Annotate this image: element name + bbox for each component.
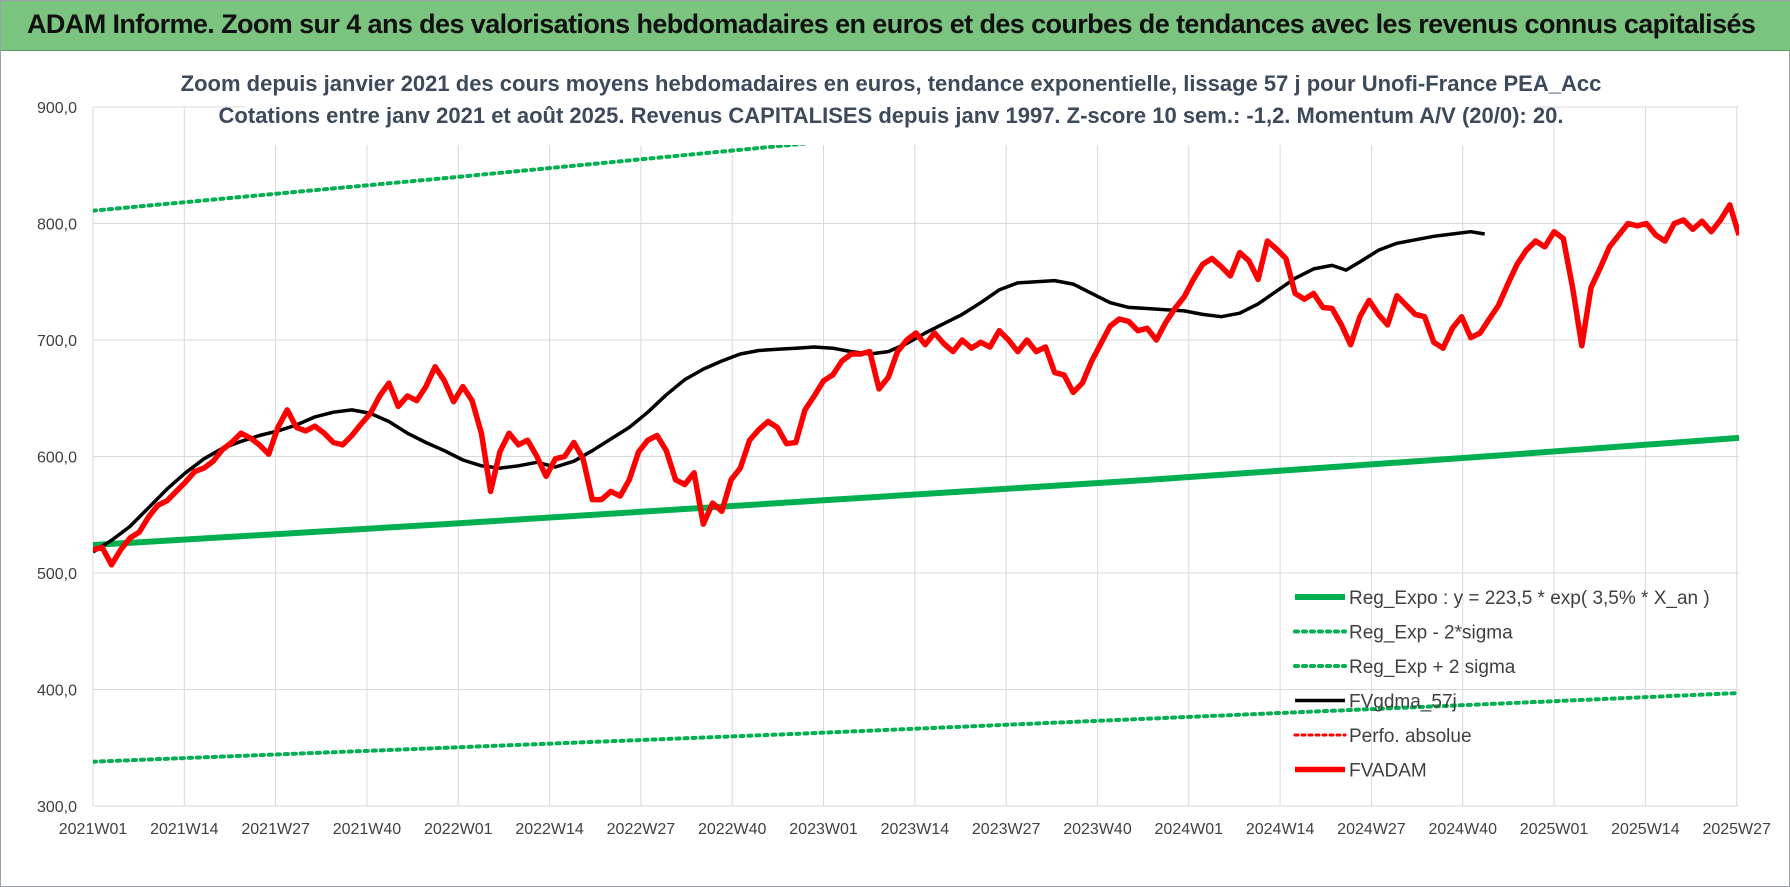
y-tick-label: 300,0 [37, 799, 77, 816]
y-axis-ticks: 300,0 400,0 500,0 600,0 700,0 800,0 900,0 [37, 100, 77, 816]
legend-label: FVgdma_57j [1349, 692, 1457, 713]
legend-label: Reg_Exp - 2*sigma [1349, 623, 1513, 644]
x-tick-label: 2024W14 [1246, 821, 1315, 838]
y-tick-label: 700,0 [37, 333, 77, 350]
legend-label: Reg_Expo : y = 223,5 * exp( 3,5% * X_an … [1349, 588, 1710, 609]
x-tick-label: 2022W01 [424, 821, 493, 838]
y-tick-label: 800,0 [37, 217, 77, 234]
series-line-3 [93, 229, 1485, 554]
x-tick-label: 2024W27 [1337, 821, 1406, 838]
x-tick-label: 2023W14 [881, 821, 950, 838]
x-tick-label: 2025W14 [1611, 821, 1680, 838]
legend-label: Reg_Exp + 2 sigma [1349, 657, 1516, 678]
x-tick-label: 2021W01 [59, 821, 128, 838]
y-tick-label: 600,0 [37, 450, 77, 467]
x-tick-label: 2021W27 [241, 821, 310, 838]
chart-legend: Reg_Expo : y = 223,5 * exp( 3,5% * X_an … [1293, 588, 1710, 782]
x-tick-label: 2023W01 [789, 821, 858, 838]
legend-label: FVADAM [1349, 761, 1427, 782]
report-title: ADAM Informe. Zoom sur 4 ans des valoris… [27, 9, 1756, 39]
subtitle-background [246, 59, 1536, 145]
chart-title: Zoom depuis janvier 2021 des cours moyen… [181, 71, 1602, 96]
x-tick-label: 2023W27 [972, 821, 1041, 838]
x-tick-label: 2021W40 [333, 821, 402, 838]
y-tick-label: 400,0 [37, 683, 77, 700]
series-line-5 [93, 202, 1739, 568]
report-header: ADAM Informe. Zoom sur 4 ans des valoris… [1, 1, 1790, 51]
x-tick-label: 2023W40 [1063, 821, 1132, 838]
chart-subtitle: Cotations entre janv 2021 et août 2025. … [219, 103, 1564, 128]
legend-label: Perfo. absolue [1349, 726, 1472, 747]
x-tick-label: 2024W40 [1428, 821, 1497, 838]
x-axis-ticks: 2021W01 2021W14 2021W27 2021W40 2022W01 2022W… [59, 821, 1771, 838]
x-tick-label: 2024W01 [1155, 821, 1224, 838]
chart-gridlines [92, 106, 1739, 807]
series-line-0 [93, 434, 1739, 548]
y-tick-label: 500,0 [37, 566, 77, 583]
x-tick-label: 2025W01 [1520, 821, 1589, 838]
x-tick-label: 2021W14 [150, 821, 219, 838]
x-tick-label: 2025W27 [1702, 821, 1771, 838]
x-tick-label: 2022W27 [607, 821, 676, 838]
x-tick-label: 2022W14 [515, 821, 584, 838]
chart-series [93, 101, 1739, 764]
series-line-1 [93, 691, 1739, 764]
y-tick-label: 900,0 [37, 100, 77, 117]
line-chart: 300,0 400,0 500,0 600,0 700,0 800,0 900,0 2021… [37, 59, 1771, 838]
x-tick-label: 2022W40 [698, 821, 767, 838]
